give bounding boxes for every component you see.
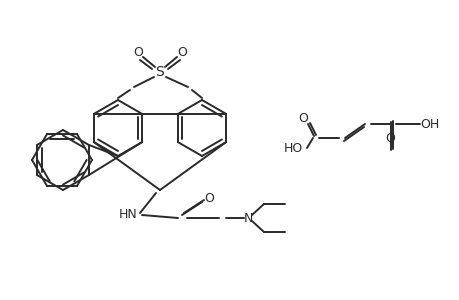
Text: OH: OH (420, 118, 439, 130)
Text: O: O (133, 46, 143, 59)
Text: HO: HO (283, 142, 302, 154)
Text: O: O (297, 112, 307, 124)
Text: S: S (155, 65, 164, 79)
Text: O: O (204, 193, 213, 206)
Text: O: O (177, 46, 186, 59)
Text: O: O (384, 131, 394, 145)
Text: N: N (243, 212, 252, 224)
Text: HN: HN (118, 208, 137, 221)
